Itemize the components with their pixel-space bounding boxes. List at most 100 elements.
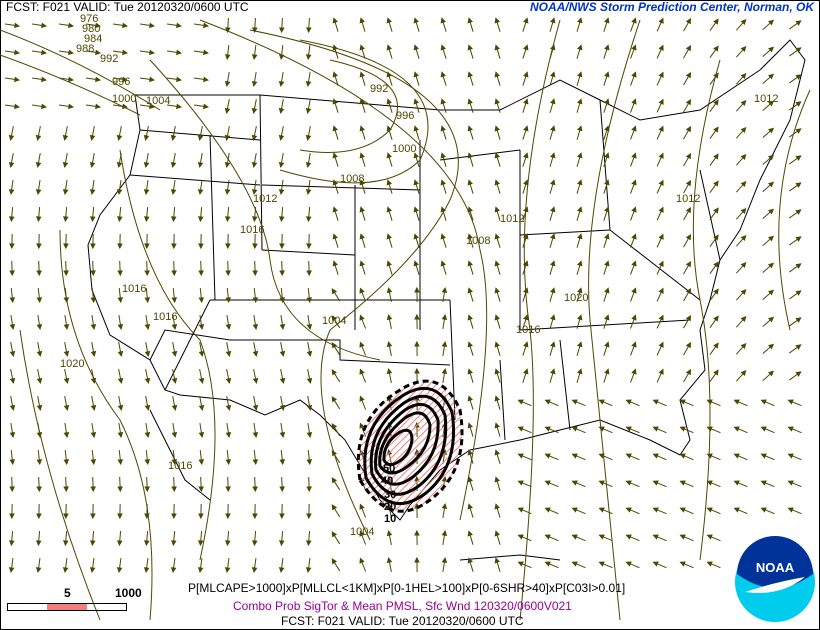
wind-arrow-head <box>90 404 97 411</box>
wind-arrow-head <box>68 103 75 110</box>
wind-arrow-head <box>713 234 719 241</box>
wind-arrow-head <box>713 45 719 52</box>
wind-arrow-head <box>36 243 42 250</box>
sigtor-contour-50 <box>382 428 414 467</box>
wind-arrow-head <box>631 368 637 375</box>
wind-arrow-head <box>440 233 446 240</box>
wind-arrow-head <box>386 71 392 78</box>
wind-arrow-head <box>631 287 637 294</box>
wind-arrow-head <box>413 125 419 132</box>
wind-arrow-head <box>386 368 393 375</box>
wind-arrow-head <box>604 206 610 213</box>
isobar-label: 996 <box>396 110 414 122</box>
wind-arrow-head <box>386 206 392 213</box>
wind-arrow-head <box>685 179 692 187</box>
wind-arrow-head <box>467 98 473 105</box>
wind-arrow-head <box>768 46 775 53</box>
wind-arrow-head <box>768 208 775 215</box>
wind-arrow-head <box>768 73 775 80</box>
wind-arrow-head <box>768 262 775 269</box>
isobar-label: 1008 <box>340 173 364 185</box>
wind-arrow-head <box>63 270 69 277</box>
wind-arrow-head <box>494 314 500 321</box>
wind-arrow-head <box>733 399 740 405</box>
wind-arrow-head <box>332 71 338 78</box>
wind-arrow-head <box>8 189 15 196</box>
isobar-label: 976 <box>80 13 98 25</box>
wind-arrow-head <box>35 567 42 574</box>
wind-arrow-head <box>598 507 605 513</box>
wind-arrow-head <box>441 367 448 374</box>
wind-arrow-head <box>467 260 473 267</box>
wind-arrow-head <box>544 399 551 405</box>
wind-arrow-head <box>550 341 556 348</box>
wind-arrow-head <box>685 71 692 79</box>
wind-arrow-head <box>795 317 802 323</box>
product-title: Combo Prob SigTor & Mean PMSL, Sfc Wnd 1… <box>233 599 572 613</box>
wind-arrow-head <box>171 432 178 439</box>
wind-arrow-head <box>467 314 473 321</box>
isobar-label: 1016 <box>122 283 146 295</box>
wind-arrow-head <box>68 22 75 29</box>
wind-arrow-head <box>679 426 686 432</box>
wind-arrow-head <box>305 189 312 196</box>
wind-arrow-head <box>143 216 150 223</box>
wind-arrow-head <box>441 529 448 536</box>
wind-arrow-head <box>89 567 96 574</box>
wind-arrow-head <box>713 342 719 349</box>
wind-arrow-head <box>577 287 583 294</box>
wind-arrow-head <box>144 513 150 520</box>
wind-arrow-head <box>787 480 794 486</box>
sigtor-contour-20 <box>369 394 448 496</box>
wind-arrow-head <box>598 561 605 567</box>
wind-arrow-head <box>598 453 605 459</box>
wind-arrow-head <box>251 107 258 114</box>
wind-arrow-head <box>467 476 473 483</box>
wind-arrow-head <box>306 377 313 384</box>
wind-arrow-head <box>89 161 96 168</box>
wind-arrow-head <box>198 432 205 439</box>
wind-arrow-head <box>787 426 794 432</box>
wind-arrow-head <box>494 206 500 213</box>
wind-arrow-head <box>413 152 419 159</box>
isobar-label: 984 <box>84 33 102 45</box>
wind-arrow-head <box>652 561 659 567</box>
wind-arrow-head <box>252 27 258 34</box>
isobar-label: 1020 <box>60 358 84 370</box>
wind-arrow-head <box>523 125 529 132</box>
wind-arrow-head <box>359 395 365 402</box>
wind-arrow-head <box>143 161 150 168</box>
wind-arrow-head <box>278 161 285 168</box>
wind-arrow-head <box>198 377 205 384</box>
wind-arrow-head <box>795 47 802 53</box>
wind-arrow-head <box>631 179 637 186</box>
wind-arrow-head <box>117 297 124 304</box>
wind-arrow-head <box>768 100 775 107</box>
isobar-label: 1000 <box>112 93 136 105</box>
wind-arrow-head <box>359 287 365 294</box>
wind-arrow-head <box>171 324 178 331</box>
wind-arrow-head <box>467 557 473 564</box>
wind-arrow-head <box>225 297 232 304</box>
wind-arrow-head <box>9 513 15 520</box>
wind-arrow-head <box>359 368 365 375</box>
wind-arrow-head <box>577 152 583 159</box>
wind-arrow-head <box>9 486 15 493</box>
wind-arrow-head <box>413 179 419 186</box>
wind-arrow-head <box>305 107 312 114</box>
wind-arrow-head <box>279 27 285 34</box>
wind-arrow-head <box>768 181 775 188</box>
wind-arrow-head <box>604 314 610 321</box>
wind-arrow-head <box>604 44 610 51</box>
wind-arrow-head <box>768 19 775 26</box>
wind-arrow-head <box>494 98 500 105</box>
wind-arrow-head <box>224 107 231 114</box>
wind-arrow-head <box>144 459 151 466</box>
wind-arrow-head <box>740 180 747 188</box>
wind-arrow-head <box>625 399 632 405</box>
wind-arrow-head <box>713 99 719 106</box>
wind-arrow-head <box>467 449 473 456</box>
wind-arrow-head <box>685 125 692 133</box>
wind-arrow-head <box>414 286 420 293</box>
wind-arrow-head <box>658 71 664 78</box>
